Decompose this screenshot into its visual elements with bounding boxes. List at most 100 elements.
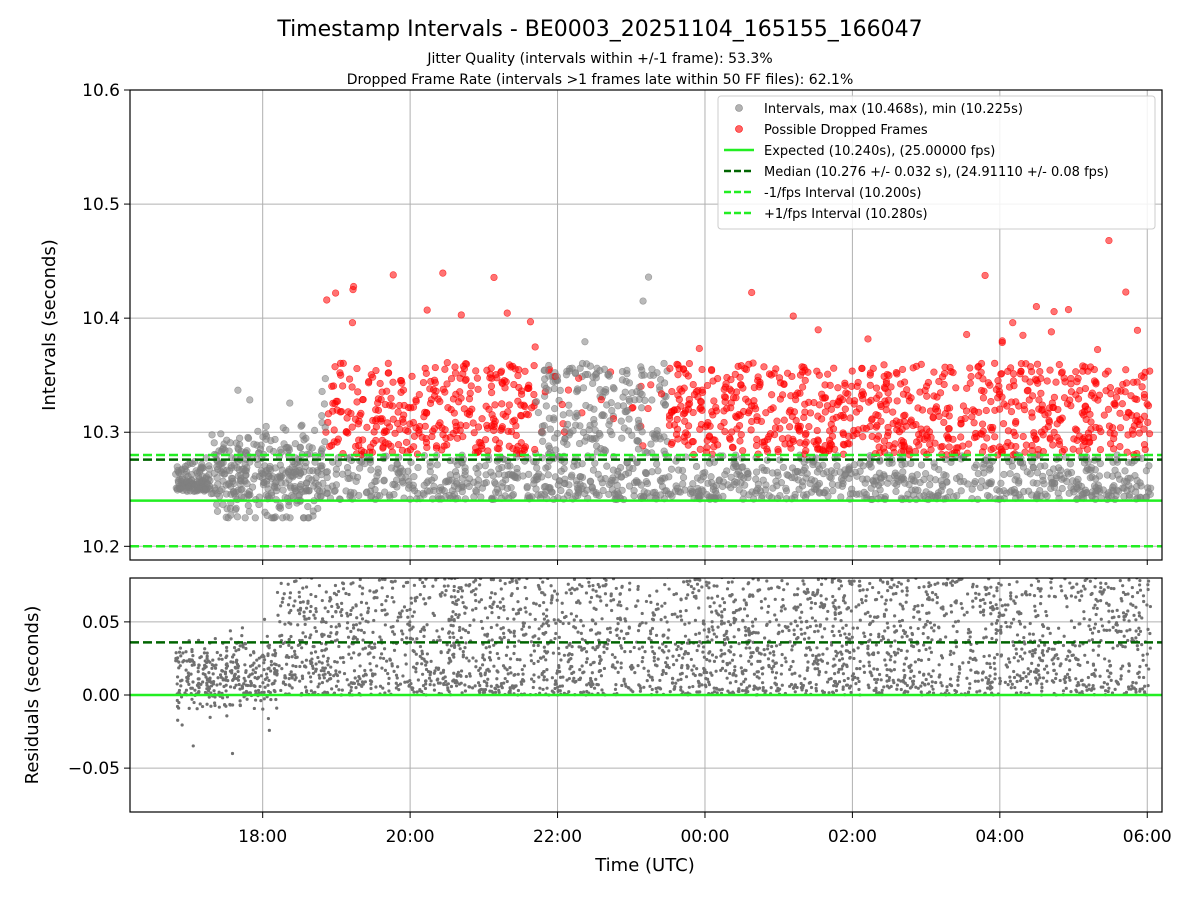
interval-point bbox=[367, 466, 375, 474]
residual-point bbox=[181, 651, 185, 655]
interval-point bbox=[939, 482, 947, 491]
dropped-frame-point bbox=[334, 435, 342, 443]
residual-point bbox=[978, 604, 982, 609]
dropped-frame-point bbox=[824, 370, 832, 378]
dropped-frame-point bbox=[1056, 415, 1064, 423]
dropped-frame-point bbox=[498, 424, 506, 433]
residual-point bbox=[532, 643, 536, 648]
dropped-frame-point bbox=[721, 383, 729, 391]
residual-point bbox=[888, 585, 892, 589]
residual-point bbox=[220, 657, 224, 661]
interval-point bbox=[1110, 482, 1118, 490]
residual-point bbox=[464, 641, 468, 645]
dropped-frame-point bbox=[1131, 395, 1139, 403]
interval-point bbox=[625, 415, 633, 423]
residual-point bbox=[663, 601, 667, 605]
residual-point bbox=[857, 679, 861, 684]
residual-point bbox=[364, 601, 369, 605]
residual-point bbox=[730, 580, 734, 584]
residual-point bbox=[1017, 612, 1021, 616]
dropped-frame-point bbox=[1104, 405, 1113, 413]
dropped-frame-point bbox=[1122, 413, 1130, 421]
interval-point bbox=[500, 471, 509, 479]
residual-point bbox=[1045, 679, 1049, 683]
dropped-frame-point bbox=[564, 386, 573, 394]
residual-point bbox=[968, 656, 972, 660]
residual-point bbox=[1093, 622, 1098, 626]
interval-point bbox=[398, 473, 406, 482]
residual-point bbox=[217, 705, 221, 709]
residual-point bbox=[432, 683, 436, 687]
dropped-frame-point bbox=[979, 394, 988, 402]
residual-point bbox=[1135, 644, 1139, 648]
residual-point bbox=[292, 604, 296, 608]
residual-point bbox=[269, 669, 273, 673]
interval-point bbox=[639, 297, 647, 305]
residual-point bbox=[642, 666, 646, 670]
dropped-frame-point bbox=[456, 388, 464, 396]
residual-point bbox=[886, 626, 890, 630]
residual-point bbox=[772, 653, 776, 657]
residual-point bbox=[426, 571, 429, 574]
residual-point bbox=[792, 628, 796, 632]
residual-point bbox=[689, 657, 693, 662]
residual-point bbox=[542, 617, 547, 621]
residual-point bbox=[448, 635, 452, 639]
residual-point bbox=[794, 574, 797, 577]
dropped-frame-point bbox=[402, 426, 410, 434]
dropped-frame-point bbox=[972, 429, 980, 438]
interval-point bbox=[318, 387, 326, 396]
interval-point bbox=[578, 359, 587, 368]
interval-point bbox=[356, 464, 364, 472]
dropped-frame-point bbox=[1044, 423, 1052, 431]
dropped-frame-point bbox=[507, 428, 516, 436]
interval-point bbox=[1144, 484, 1152, 492]
residual-point bbox=[411, 625, 415, 629]
interval-point bbox=[245, 507, 253, 516]
interval-point bbox=[1116, 475, 1124, 483]
residual-point bbox=[1091, 684, 1095, 688]
residual-point bbox=[1028, 621, 1032, 626]
residual-point bbox=[337, 589, 341, 594]
dropped-frame-point bbox=[732, 394, 740, 402]
dropped-frame-point bbox=[872, 384, 881, 392]
residual-point bbox=[1146, 571, 1149, 574]
dropped-frame-point bbox=[709, 377, 717, 385]
dropped-frame-point bbox=[502, 412, 510, 420]
dropped-frame-point bbox=[1024, 386, 1032, 394]
dropped-frame-point bbox=[461, 376, 470, 385]
dropped-frame-point bbox=[869, 364, 877, 373]
residual-point bbox=[965, 592, 970, 596]
residual-point bbox=[263, 677, 267, 681]
dropped-frame-point bbox=[1046, 435, 1054, 443]
residual-point bbox=[520, 667, 524, 672]
residual-point bbox=[320, 617, 325, 621]
residual-point bbox=[334, 593, 339, 597]
residual-point bbox=[366, 571, 369, 574]
residual-point bbox=[301, 586, 305, 590]
dropped-frame-point bbox=[1121, 388, 1129, 396]
residual-point bbox=[1111, 646, 1115, 650]
residual-point bbox=[971, 605, 975, 609]
interval-point bbox=[608, 407, 616, 415]
dropped-frame-point bbox=[935, 412, 943, 420]
dropped-frame-point bbox=[1032, 302, 1040, 311]
residual-point bbox=[235, 658, 239, 662]
residual-point bbox=[561, 621, 565, 626]
residual-point bbox=[876, 651, 880, 655]
residual-point bbox=[685, 579, 689, 583]
residual-point bbox=[529, 640, 534, 644]
residual-point bbox=[478, 583, 482, 587]
interval-point bbox=[244, 434, 253, 443]
dropped-frame-point bbox=[840, 441, 848, 449]
residual-point bbox=[1041, 676, 1046, 680]
interval-point bbox=[538, 422, 547, 430]
dropped-frame-point bbox=[949, 369, 957, 377]
interval-point bbox=[474, 469, 482, 477]
dropped-frame-point bbox=[962, 407, 971, 415]
residual-point bbox=[321, 673, 325, 677]
interval-point bbox=[900, 475, 908, 483]
residual-point bbox=[904, 657, 908, 661]
interval-point bbox=[701, 468, 709, 477]
